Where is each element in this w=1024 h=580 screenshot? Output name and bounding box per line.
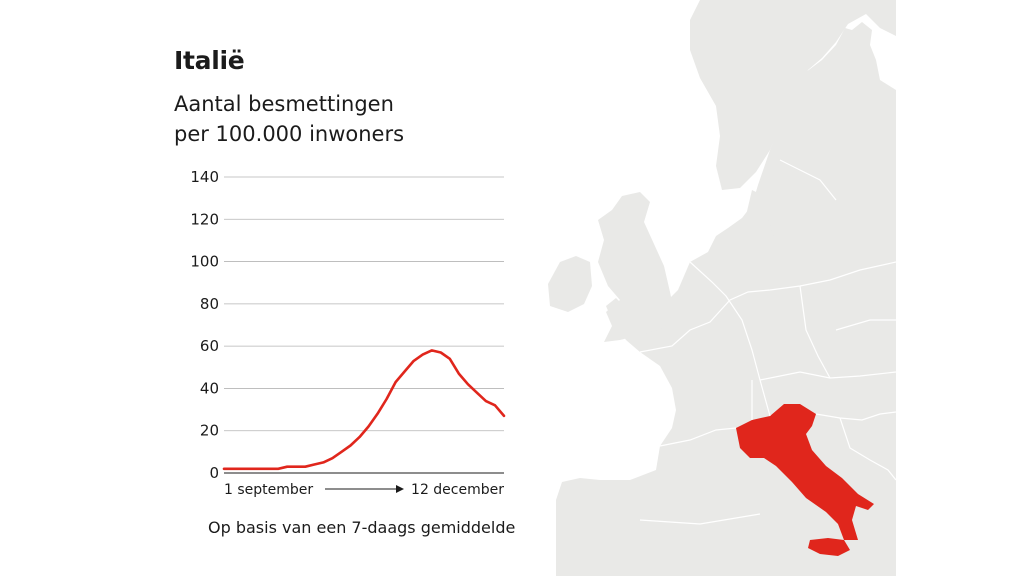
map-land-sardinia xyxy=(758,494,780,538)
subtitle-line-2: per 100.000 inwoners xyxy=(174,122,405,146)
y-tick-label: 120 xyxy=(190,210,219,228)
map-country-italy-sicily xyxy=(808,538,850,556)
series-line-italy xyxy=(222,349,506,471)
europe-map xyxy=(520,0,897,576)
map-land-denmark xyxy=(744,190,774,248)
x-axis-arrow-head xyxy=(396,485,404,493)
footnote: Op basis van een 7-daags gemiddelde xyxy=(208,518,516,537)
x-axis: 1 september 12 december xyxy=(224,482,504,498)
x-label-end: 12 december xyxy=(411,482,504,498)
y-tick-label: 100 xyxy=(190,253,219,271)
y-tick-label: 20 xyxy=(200,422,219,440)
map-land-ireland xyxy=(548,256,592,312)
y-tick-label: 60 xyxy=(200,337,219,355)
y-tick-label: 80 xyxy=(200,295,219,313)
x-label-start: 1 september xyxy=(224,482,313,498)
map-land-britain xyxy=(598,192,674,342)
y-tick-label: 40 xyxy=(200,379,219,397)
map-land-corsica xyxy=(766,462,778,490)
y-tick-labels: 0 20 40 60 80 100 120 140 xyxy=(190,168,219,482)
series xyxy=(222,349,506,471)
europe-map-svg xyxy=(548,0,897,576)
map-country-italy xyxy=(736,404,874,540)
chart-subtitle: Aantal besmettingen per 100.000 inwoners xyxy=(174,89,474,149)
map-borders xyxy=(639,159,897,525)
page-title: Italië xyxy=(174,46,245,75)
map-land-mainland xyxy=(556,22,896,576)
y-tick-label: 0 xyxy=(209,464,219,482)
y-tick-label: 140 xyxy=(190,168,219,186)
gridlines xyxy=(224,176,504,474)
subtitle-line-1: Aantal besmettingen xyxy=(174,92,394,116)
map-land-scandinavia xyxy=(690,0,896,190)
